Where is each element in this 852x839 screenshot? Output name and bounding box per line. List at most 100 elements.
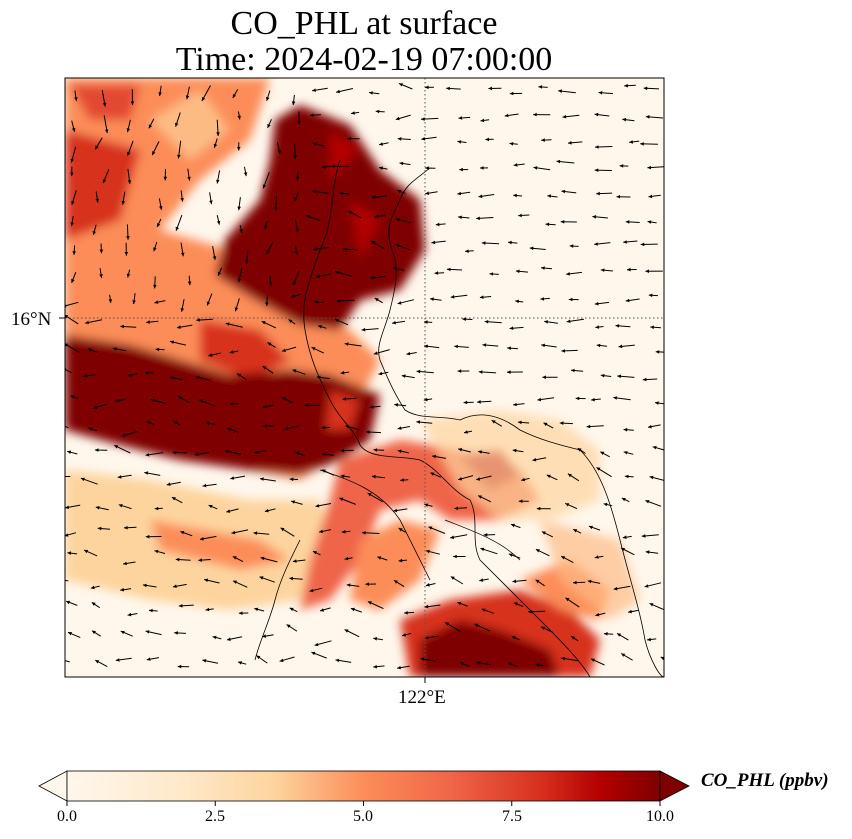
- wind-arrow-head: [295, 176, 300, 181]
- wind-arrow-head: [541, 626, 546, 630]
- wind-arrow-head: [172, 450, 177, 455]
- wind-arrow-head: [400, 478, 404, 482]
- wind-arrow-head: [511, 523, 515, 528]
- wind-arrow-head: [65, 314, 69, 319]
- wind-arrow-head: [532, 457, 537, 462]
- wind-arrow-head: [450, 535, 455, 540]
- wind-arrow-head: [509, 91, 514, 96]
- wind-arrow-head: [577, 448, 582, 452]
- wind-arrow-head: [227, 637, 231, 641]
- wind-arrow-head: [565, 597, 570, 602]
- wind-arrow-head: [399, 161, 404, 166]
- wind-arrow-head: [647, 220, 652, 224]
- wind-arrow-head: [649, 603, 654, 607]
- wind-arrow-head: [340, 370, 345, 375]
- wind-arrow-head: [425, 85, 429, 90]
- wind-arrow-head: [560, 220, 565, 224]
- wind-arrow-head: [123, 561, 127, 566]
- wind-arrow-head: [655, 401, 659, 405]
- wind-arrow-head: [97, 526, 102, 531]
- wind-arrow-head: [474, 623, 479, 628]
- wind-arrow-head: [613, 586, 618, 591]
- wind-arrow-head: [321, 425, 326, 430]
- wind-arrow-head: [254, 450, 258, 454]
- wind-arrow-head: [202, 483, 207, 488]
- wind-arrow-head: [145, 630, 150, 634]
- wind-arrow-head: [180, 252, 185, 257]
- wind-arrow-head: [624, 474, 629, 479]
- wind-arrow-head: [480, 547, 485, 552]
- wind-arrow-head: [277, 149, 281, 154]
- wind-arrow-head: [199, 399, 204, 403]
- wind-arrow-head: [155, 347, 160, 352]
- wind-arrow-head: [334, 318, 339, 323]
- wind-arrow-head: [424, 320, 428, 324]
- wind-arrow-head: [253, 531, 258, 535]
- wind-arrow-head: [217, 271, 222, 276]
- wind-arrow-head: [594, 168, 599, 172]
- wind-arrow-head: [398, 528, 403, 532]
- wind-arrow-head: [625, 298, 630, 303]
- wind-arrow-head: [512, 448, 517, 453]
- wind-arrow-head: [640, 242, 645, 247]
- wind-arrow-head: [208, 504, 213, 509]
- wind-arrow-head: [478, 194, 483, 199]
- wind-arrow-head: [616, 194, 621, 199]
- wind-arrow-head: [153, 284, 157, 289]
- wind-arrow-head: [274, 207, 278, 212]
- wind-arrow-head: [266, 250, 270, 255]
- wind-arrow-head: [58, 578, 62, 582]
- wind-arrow-head: [254, 607, 259, 612]
- wind-arrow-head: [297, 120, 301, 125]
- wind-arrow-head: [316, 375, 321, 380]
- wind-arrow-head: [424, 604, 429, 609]
- wind-arrow-head: [421, 117, 425, 121]
- wind-arrow-head: [320, 608, 324, 612]
- wind-arrow-head: [146, 320, 150, 324]
- wind-arrow-head: [541, 138, 545, 142]
- wind-arrow-head: [87, 348, 92, 352]
- wind-arrow-head: [568, 297, 573, 302]
- wind-arrow-head: [480, 118, 485, 123]
- wind-arrow-head: [402, 633, 406, 637]
- wind-arrow-head: [594, 112, 599, 117]
- wind-arrow-head: [542, 375, 546, 380]
- wind-arrow-head: [618, 344, 623, 349]
- wind-arrow-head: [265, 302, 269, 306]
- wind-arrow-head: [426, 549, 430, 554]
- wind-arrow-head: [314, 642, 319, 647]
- wind-arrow-head: [485, 137, 489, 142]
- wind-arrow-head: [115, 658, 120, 662]
- wind-arrow-head: [395, 244, 400, 248]
- wind-arrow-head: [65, 505, 70, 509]
- wind-arrow-head: [647, 165, 651, 170]
- wind-arrow-head: [59, 658, 63, 662]
- wind-arrow-head: [546, 474, 551, 479]
- wind-arrow-head: [146, 657, 151, 661]
- wind-arrow-head: [628, 609, 632, 614]
- wind-arrow-head: [476, 216, 480, 221]
- wind-arrow-head: [645, 115, 650, 119]
- wind-arrow-head: [450, 295, 455, 299]
- wind-arrow-head: [613, 396, 617, 400]
- wind-arrow-head: [416, 369, 421, 374]
- wind-arrow-head: [373, 664, 377, 669]
- wind-arrow-head: [374, 214, 379, 219]
- wind-arrow-head: [66, 600, 71, 605]
- wind-arrow-head: [322, 165, 326, 169]
- wind-arrow-head: [559, 421, 564, 425]
- wind-arrow-head: [171, 497, 176, 501]
- wind-arrow-head: [361, 327, 366, 332]
- wind-arrow-head: [104, 129, 109, 134]
- wind-arrow-head: [262, 184, 267, 189]
- wind-arrow-head: [70, 172, 74, 177]
- wind-arrow-head: [166, 482, 171, 486]
- wind-arrow-head: [202, 659, 207, 663]
- wind-arrow-head: [288, 319, 293, 323]
- wind-arrow-head: [83, 374, 87, 378]
- wind-arrow-head: [423, 397, 428, 402]
- wind-arrow-head: [226, 427, 231, 431]
- wind-arrow-head: [282, 348, 286, 352]
- wind-arrow-head: [588, 525, 593, 530]
- wind-arrow-head: [120, 587, 124, 592]
